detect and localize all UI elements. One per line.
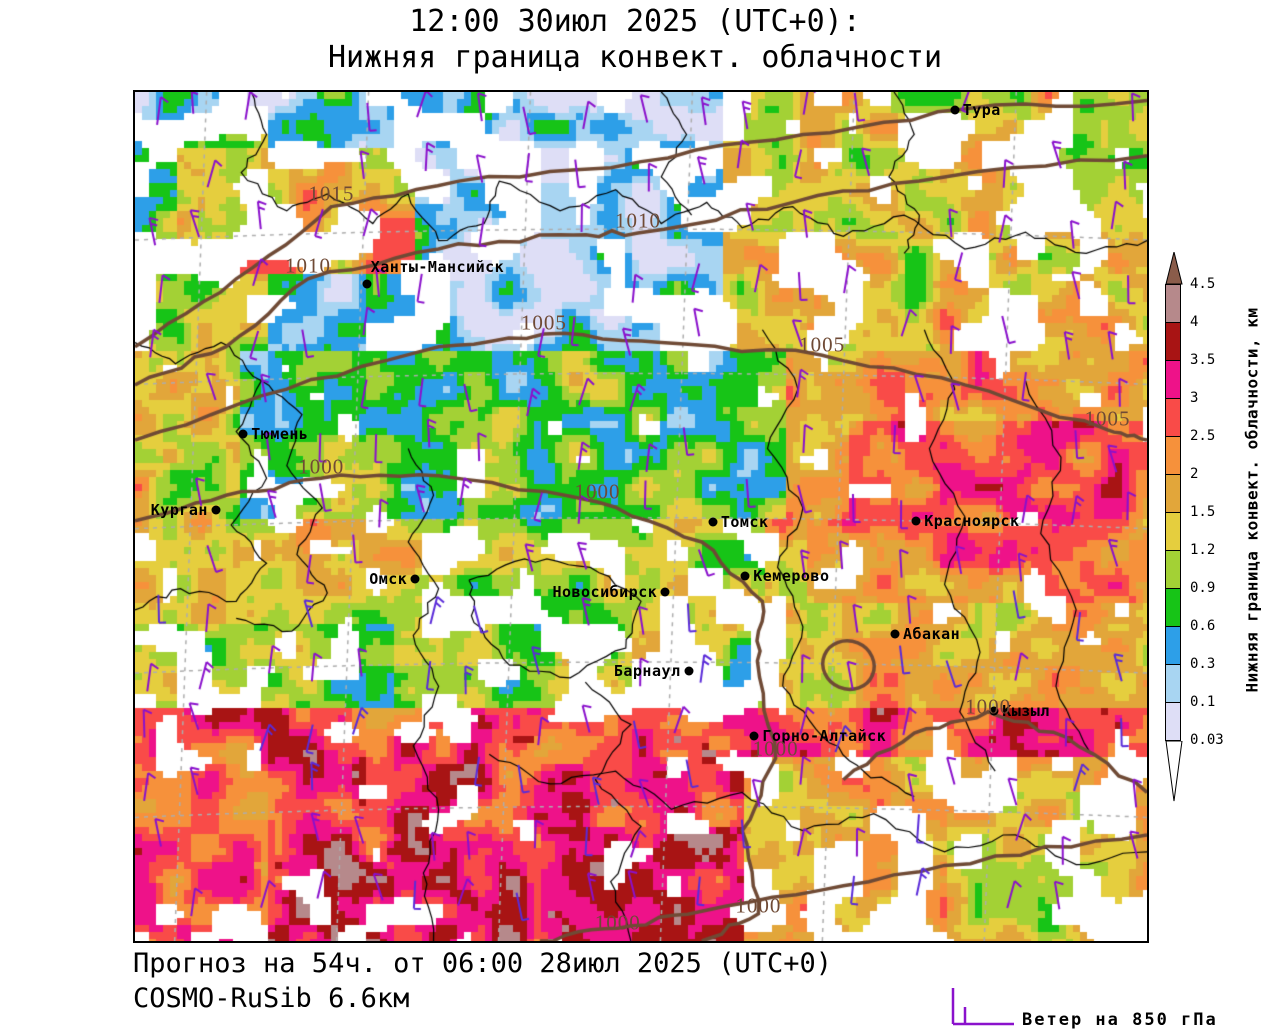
city-label: Новосибирск <box>552 583 658 602</box>
colorbar-tick: 0.03 <box>1190 732 1224 748</box>
isobar-label: 1010 <box>614 208 661 233</box>
city-label: Красноярск <box>924 511 1020 530</box>
colorbar-tick: 2.5 <box>1190 428 1216 444</box>
wind-legend-label: Ветер на 850 гПа <box>1022 1010 1218 1030</box>
colorbar-segment <box>1165 702 1181 741</box>
wind-barb-icon <box>951 988 1014 1026</box>
city-dot-icon <box>740 571 750 581</box>
city-dot-icon <box>410 574 420 584</box>
colorbar-below-min-arrow <box>1165 741 1183 802</box>
isobar-label: 1000 <box>752 736 799 761</box>
city-label: Абакан <box>903 624 961 643</box>
city-label: Ханты-Мансийск <box>370 257 505 276</box>
forecast-map: Тура Ханты-Мансийск Тюмень Курган Омск Новоси… <box>133 90 1149 943</box>
colorbar-tick: 0.1 <box>1190 694 1216 710</box>
isobar-label: 1000 <box>574 479 621 504</box>
map-overlay: Тура Ханты-Мансийск Тюмень Курган Омск Новоси… <box>135 92 1147 941</box>
page-subtitle: Нижняя граница конвект. облачности <box>327 40 943 75</box>
colorbar-segment <box>1165 626 1181 665</box>
colorbar-tick: 2 <box>1190 466 1199 482</box>
isobar-label: 1010 <box>285 253 332 278</box>
colorbar-segment <box>1165 512 1181 551</box>
city-dot-icon <box>362 279 372 289</box>
isobar-label: 1000 <box>298 454 345 479</box>
city-label: Курган <box>150 500 208 519</box>
colorbar-scale <box>1165 284 1181 741</box>
colorbar-tick: 3.5 <box>1190 352 1216 368</box>
city-label: Тура <box>962 100 1001 119</box>
city-dot-icon <box>950 105 960 115</box>
page-title: 12:00 30июл 2025 (UTC+0): <box>409 4 861 39</box>
forecast-info: Прогноз на 54ч. от 06:00 28июл 2025 (UTC… <box>133 948 832 979</box>
colorbar-tick: 0.9 <box>1190 580 1216 596</box>
model-info: COSMO-RuSib 6.6км <box>133 983 410 1014</box>
forecast-map-canvas <box>135 92 1147 941</box>
city-dot-icon <box>660 587 670 597</box>
city-dot-icon <box>708 517 718 527</box>
isobar-label: 1000 <box>965 694 1012 719</box>
isobar-label: 1000 <box>735 893 782 918</box>
city-dot-icon <box>238 429 248 439</box>
colorbar-tick: 3 <box>1190 390 1199 406</box>
wind-legend: Ветер на 850 гПа <box>948 982 1218 1030</box>
colorbar-segment <box>1165 360 1181 399</box>
colorbar-above-max-arrow <box>1165 252 1183 285</box>
city-dot-icon <box>211 505 221 515</box>
city-dot-icon <box>684 666 694 676</box>
colorbar-title: Нижняя граница конвект. облачности, км <box>1242 307 1262 693</box>
city-dot-icon <box>989 706 999 716</box>
city-label: Кызыл <box>1002 701 1050 720</box>
colorbar-segment <box>1165 550 1181 589</box>
colorbar-tick: 0.3 <box>1190 656 1216 672</box>
city-label: Горно-Алтайск <box>762 727 887 746</box>
city-label: Томск <box>720 512 769 531</box>
city-label: Барнаул <box>613 662 681 681</box>
isobar-label: 1005 <box>799 332 846 357</box>
city-label: Омск <box>369 570 408 589</box>
isobar-label: 1015 <box>308 181 355 206</box>
colorbar-tick: 4.5 <box>1190 276 1216 292</box>
isobar-label: 1005 <box>520 310 567 335</box>
colorbar-segment <box>1165 436 1181 475</box>
colorbar: 4.5 4 3.5 3 2.5 2 1.5 1.2 0.9 0.6 0.3 0.1 0.03 Нижня… <box>1164 252 1280 852</box>
colorbar-segment <box>1165 322 1181 361</box>
colorbar-tick: 1.5 <box>1190 504 1216 520</box>
isobar-label: 1000 <box>594 910 641 935</box>
colorbar-segment <box>1165 284 1181 323</box>
colorbar-tick: 4 <box>1190 314 1199 330</box>
colorbar-segment <box>1165 474 1181 513</box>
city-dot-icon <box>749 731 759 741</box>
city-dot-icon <box>911 516 921 526</box>
colorbar-segment <box>1165 664 1181 703</box>
colorbar-segment <box>1165 398 1181 437</box>
city-label: Кемерово <box>753 566 830 585</box>
colorbar-tick: 0.6 <box>1190 618 1216 634</box>
isobar-label: 1005 <box>1084 406 1131 431</box>
city-label: Тюмень <box>251 425 309 444</box>
colorbar-segment <box>1165 588 1181 627</box>
title-block: 12:00 30июл 2025 (UTC+0): Нижняя граница… <box>0 4 1270 76</box>
city-dot-icon <box>890 629 900 639</box>
colorbar-tick: 1.2 <box>1190 542 1216 558</box>
